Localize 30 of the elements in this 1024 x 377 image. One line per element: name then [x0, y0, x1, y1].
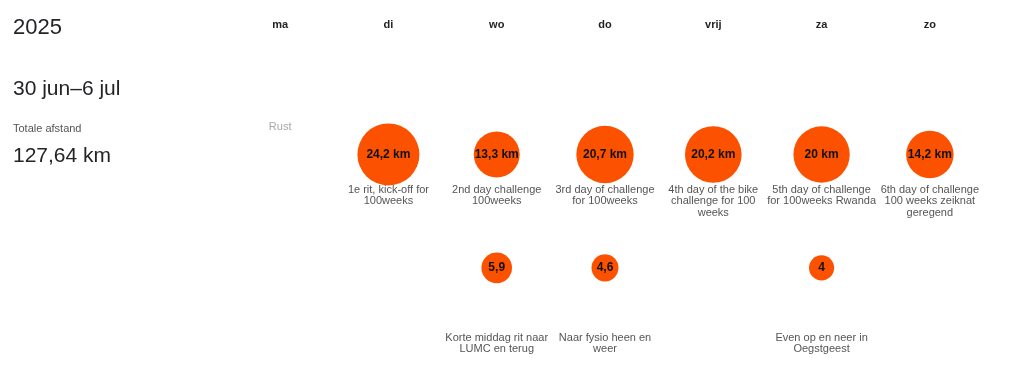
data-label: 20,7 km — [582, 146, 628, 161]
category-label: vrij — [705, 17, 722, 30]
text: 6th day of challenge 100 weeks zeiknat geregend — [880, 182, 980, 218]
data-label: 5,9 — [488, 260, 506, 275]
text: 3rd day of challenge for 100weeks — [555, 182, 655, 207]
text: Totale afstand — [13, 122, 82, 134]
text: 30 jun–6 jul — [13, 76, 121, 100]
data-label: 14,2 km — [907, 146, 952, 161]
text: 1e rit, kick-off for 100weeks — [347, 182, 429, 207]
text: Korte middag rit naar LUMC en terug — [445, 330, 549, 355]
category-label: zo — [923, 17, 937, 30]
text: 2025 — [13, 14, 62, 40]
data-label: 4,6 — [596, 260, 614, 275]
data-label: 24,2 km — [366, 146, 411, 161]
category-label: za — [815, 17, 829, 30]
text: 4th day of the bike challenge for 100 weeks — [668, 182, 759, 218]
category-label: do — [598, 17, 612, 30]
data-label: 4 — [818, 260, 826, 275]
text: Naar fysio heen en weer — [558, 330, 652, 355]
data-label: 20,2 km — [691, 146, 736, 161]
category-label: di — [383, 17, 394, 30]
text: 127,64 km — [13, 143, 112, 167]
data-label: 20 km — [804, 146, 839, 161]
text: 5th day of challenge for 100weeks Rwanda — [767, 182, 876, 207]
data-label: 13,3 km — [474, 146, 519, 161]
text: 2nd day challenge 100weeks — [452, 182, 542, 207]
category-label: wo — [488, 17, 505, 30]
category-label: ma — [272, 17, 289, 30]
text: Rust — [268, 120, 292, 133]
text: Even op en neer in Oegstgeest — [775, 330, 868, 355]
